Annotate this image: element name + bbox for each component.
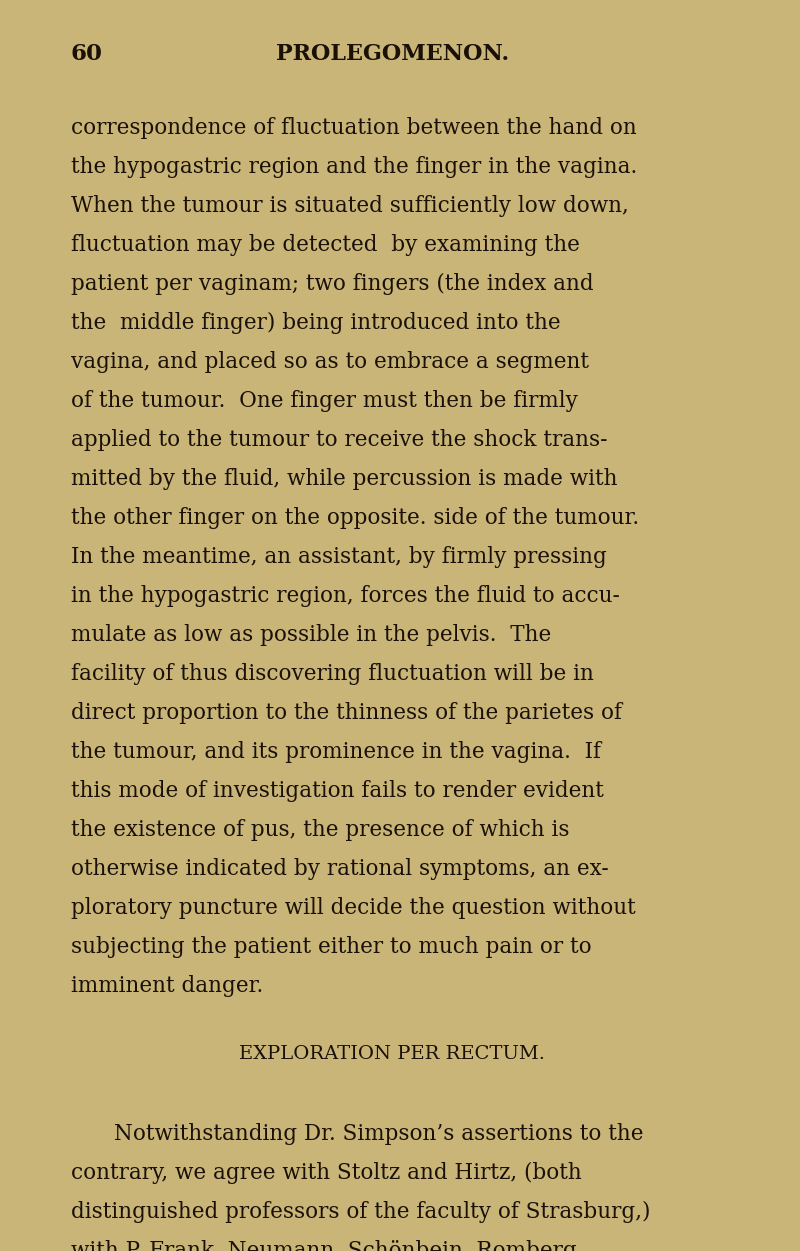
Text: EXPLORATION PER RECTUM.: EXPLORATION PER RECTUM. bbox=[239, 1045, 546, 1063]
Text: the  middle finger) being introduced into the: the middle finger) being introduced into… bbox=[70, 311, 560, 334]
Text: contrary, we agree with Stoltz and Hirtz, (both: contrary, we agree with Stoltz and Hirtz… bbox=[70, 1162, 582, 1185]
Text: facility of thus discovering fluctuation will be in: facility of thus discovering fluctuation… bbox=[70, 663, 594, 684]
Text: with P. Frank, Neumann, Schönbein, Romberg,: with P. Frank, Neumann, Schönbein, Rombe… bbox=[70, 1240, 583, 1251]
Text: imminent danger.: imminent danger. bbox=[70, 975, 263, 997]
Text: in the hypogastric region, forces the fluid to accu-: in the hypogastric region, forces the fl… bbox=[70, 584, 619, 607]
Text: When the tumour is situated sufficiently low down,: When the tumour is situated sufficiently… bbox=[70, 195, 628, 216]
Text: distinguished professors of the faculty of Strasburg,): distinguished professors of the faculty … bbox=[70, 1201, 650, 1223]
Text: Notwithstanding Dr. Simpson’s assertions to the: Notwithstanding Dr. Simpson’s assertions… bbox=[114, 1123, 643, 1145]
Text: PROLEGOMENON.: PROLEGOMENON. bbox=[276, 43, 509, 65]
Text: the existence of pus, the presence of which is: the existence of pus, the presence of wh… bbox=[70, 819, 569, 841]
Text: 60: 60 bbox=[70, 43, 102, 65]
Text: mulate as low as possible in the pelvis.  The: mulate as low as possible in the pelvis.… bbox=[70, 624, 551, 646]
Text: this mode of investigation fails to render evident: this mode of investigation fails to rend… bbox=[70, 779, 603, 802]
Text: subjecting the patient either to much pain or to: subjecting the patient either to much pa… bbox=[70, 936, 591, 958]
Text: mitted by the fluid, while percussion is made with: mitted by the fluid, while percussion is… bbox=[70, 468, 617, 489]
Text: the other finger on the opposite. side of the tumour.: the other finger on the opposite. side o… bbox=[70, 507, 638, 529]
Text: the hypogastric region and the finger in the vagina.: the hypogastric region and the finger in… bbox=[70, 155, 637, 178]
Text: correspondence of fluctuation between the hand on: correspondence of fluctuation between th… bbox=[70, 116, 636, 139]
Text: fluctuation may be detected  by examining the: fluctuation may be detected by examining… bbox=[70, 234, 579, 255]
Text: In the meantime, an assistant, by firmly pressing: In the meantime, an assistant, by firmly… bbox=[70, 545, 606, 568]
Text: applied to the tumour to receive the shock trans-: applied to the tumour to receive the sho… bbox=[70, 429, 607, 450]
Text: otherwise indicated by rational symptoms, an ex-: otherwise indicated by rational symptoms… bbox=[70, 858, 608, 879]
Text: the tumour, and its prominence in the vagina.  If: the tumour, and its prominence in the va… bbox=[70, 741, 601, 763]
Text: vagina, and placed so as to embrace a segment: vagina, and placed so as to embrace a se… bbox=[70, 350, 589, 373]
Text: patient per vaginam; two fingers (the index and: patient per vaginam; two fingers (the in… bbox=[70, 273, 594, 295]
Text: ploratory puncture will decide the question without: ploratory puncture will decide the quest… bbox=[70, 897, 635, 919]
Text: direct proportion to the thinness of the parietes of: direct proportion to the thinness of the… bbox=[70, 702, 622, 724]
Text: of the tumour.  One finger must then be firmly: of the tumour. One finger must then be f… bbox=[70, 389, 578, 412]
